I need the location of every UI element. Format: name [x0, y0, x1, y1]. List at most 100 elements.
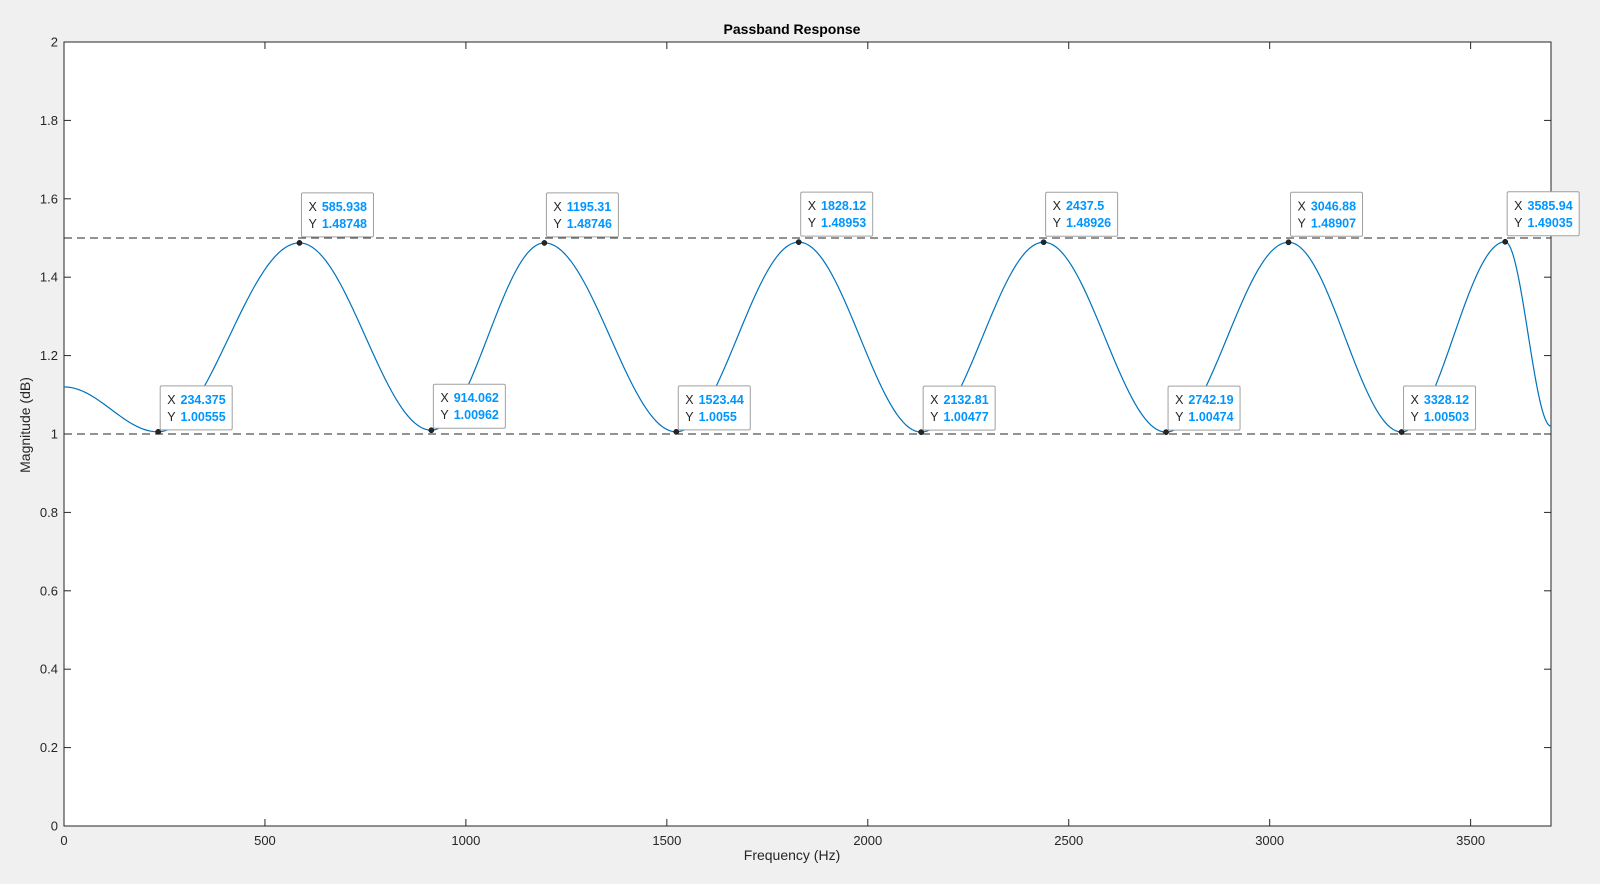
y-tick-label: 1.2	[40, 348, 58, 363]
datatip-x-label: X	[1175, 393, 1184, 407]
datatip[interactable]: X 3046.88 Y 1.48907	[1285, 191, 1364, 246]
y-tick-label: 1.6	[40, 191, 58, 206]
datatip[interactable]: X 234.375 Y 1.00555	[155, 385, 233, 435]
datatip-box	[800, 191, 874, 237]
datatip-x-value: 2132.81	[944, 393, 989, 407]
datatip-box	[677, 385, 751, 431]
y-tick-label: 1.4	[40, 270, 58, 285]
datatip[interactable]: X 3585.94 Y 1.49035	[1502, 191, 1580, 245]
datatip-x-value: 1828.12	[821, 199, 866, 213]
datatip-y-row: Y 1.00555	[167, 410, 226, 424]
datatip-y-value: 1.49035	[1528, 216, 1573, 230]
response-curve	[63, 241, 1552, 433]
datatip-x-label: X	[440, 391, 449, 405]
datatip-x-label: X	[685, 393, 694, 407]
datatip-x-value: 914.062	[454, 391, 499, 405]
datatip[interactable]: X 2742.19 Y 1.00474	[1163, 385, 1241, 435]
datatip-y-row: Y 1.00477	[930, 410, 989, 424]
tick-labels: 0 500 1000 1500 2000 2500 3000 3500 0 0.2 0.4 0.6 0.…	[40, 35, 1485, 849]
datatip-box	[922, 385, 996, 431]
y-tick-label: 0.6	[40, 583, 58, 598]
y-tick-label: 0.4	[40, 662, 58, 677]
datatip-marker[interactable]	[1040, 239, 1047, 246]
datatip-y-label: Y	[930, 410, 939, 424]
datatip-x-row: X 3046.88	[1298, 199, 1357, 213]
datatip-box	[1506, 191, 1580, 237]
datatip-y-row: Y 1.0055	[685, 410, 737, 424]
y-tick-label: 1	[51, 427, 58, 442]
datatip-marker[interactable]	[673, 428, 680, 435]
datatip[interactable]: X 1523.44 Y 1.0055	[673, 385, 751, 435]
datatip-marker[interactable]	[1502, 238, 1509, 245]
datatip-box	[1167, 385, 1241, 431]
datatip-marker[interactable]	[155, 428, 162, 435]
datatip-y-label: Y	[1514, 216, 1523, 230]
datatip[interactable]: X 914.062 Y 1.00962	[428, 383, 506, 434]
datatip-y-value: 1.48926	[1066, 216, 1111, 230]
datatip-x-value: 1195.31	[567, 200, 612, 214]
datatip-x-row: X 1195.31	[553, 200, 611, 214]
x-tick-label: 3000	[1255, 833, 1284, 848]
axis-ticks	[63, 41, 1551, 827]
datatip-y-value: 1.48746	[567, 217, 612, 231]
datatip-marker[interactable]	[795, 239, 802, 245]
datatip-y-row: Y 1.48748	[308, 217, 367, 231]
datatip-x-value: 3585.94	[1528, 199, 1573, 213]
datatip-marker[interactable]	[918, 429, 925, 435]
y-tick-label: 1.8	[40, 113, 58, 128]
datatip-x-row: X 585.938	[308, 200, 367, 214]
x-axis-title: Frequency (Hz)	[744, 847, 840, 863]
datatip-y-value: 1.0055	[699, 410, 737, 424]
datatip[interactable]: X 2437.5 Y 1.48926	[1040, 191, 1119, 246]
datatip-x-label: X	[1514, 199, 1523, 213]
datatip-x-value: 585.938	[322, 200, 367, 214]
datatip-y-row: Y 1.48953	[808, 216, 867, 230]
datatip-y-value: 1.48953	[821, 216, 866, 230]
plot-area[interactable]: X 234.375 Y 1.00555 X 585.938 Y 1.48748 X 914.062…	[63, 41, 1580, 827]
datatip[interactable]: X 3328.12 Y 1.00503	[1398, 385, 1477, 435]
datatip-y-value: 1.00477	[944, 410, 989, 424]
datatip-x-label: X	[930, 393, 939, 407]
datatip-y-row: Y 1.48746	[553, 217, 612, 231]
datatip-y-value: 1.00962	[454, 408, 499, 422]
datatip-marker[interactable]	[296, 240, 303, 246]
datatip-y-row: Y 1.00503	[1411, 410, 1470, 424]
y-tick-label: 2	[51, 35, 58, 50]
datatip-x-label: X	[1411, 393, 1420, 407]
x-tick-label: 1000	[451, 833, 480, 848]
datatip-x-value: 3328.12	[1424, 393, 1469, 407]
datatip-y-label: Y	[440, 408, 449, 422]
x-tick-label: 2500	[1054, 833, 1083, 848]
datatip-x-row: X 1523.44	[685, 393, 744, 407]
datatip-x-value: 3046.88	[1311, 199, 1356, 213]
datatip-y-row: Y 1.00962	[440, 408, 499, 422]
datatip-marker[interactable]	[1398, 429, 1405, 435]
datatip-x-value: 2437.5	[1066, 199, 1104, 213]
reference-lines	[64, 237, 1551, 435]
datatip-marker[interactable]	[428, 427, 435, 434]
datatip-x-value: 2742.19	[1188, 393, 1233, 407]
datatip-y-label: Y	[308, 217, 317, 231]
datatip-x-row: X 234.375	[167, 393, 226, 407]
datatip-x-label: X	[308, 200, 317, 214]
datatip-y-value: 1.00555	[181, 410, 226, 424]
x-tick-label: 2000	[853, 833, 882, 848]
datatip-y-row: Y 1.48926	[1053, 216, 1112, 230]
datatip[interactable]: X 1828.12 Y 1.48953	[795, 191, 874, 245]
datatip-y-label: Y	[808, 216, 817, 230]
datatip-x-row: X 2437.5	[1053, 199, 1105, 213]
datatip-marker[interactable]	[1285, 239, 1292, 246]
datatip-marker[interactable]	[1163, 429, 1169, 435]
datatip-y-value: 1.48907	[1311, 216, 1356, 230]
datatip-marker[interactable]	[541, 240, 548, 246]
datatip-y-label: Y	[1053, 216, 1062, 230]
datatip[interactable]: X 1195.31 Y 1.48746	[541, 192, 619, 246]
datatip-y-label: Y	[685, 410, 694, 424]
datatip[interactable]: X 2132.81 Y 1.00477	[918, 385, 996, 435]
y-tick-label: 0	[51, 819, 58, 834]
datatip-x-label: X	[1053, 199, 1062, 213]
datatip-y-value: 1.48748	[322, 217, 367, 231]
datatip-x-label: X	[553, 200, 562, 214]
datatip[interactable]: X 585.938 Y 1.48748	[296, 192, 374, 246]
